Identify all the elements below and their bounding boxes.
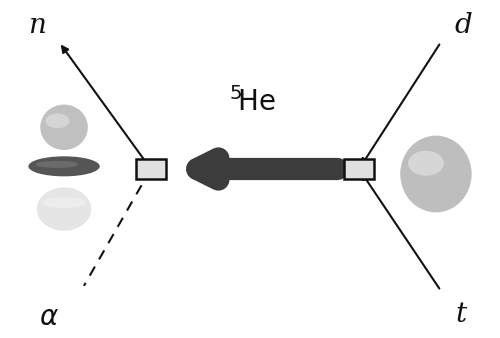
Text: d: d: [454, 12, 472, 39]
Ellipse shape: [400, 136, 471, 212]
Ellipse shape: [46, 114, 70, 128]
Text: $\alpha$: $\alpha$: [39, 304, 59, 331]
Text: n: n: [28, 12, 46, 39]
Ellipse shape: [42, 197, 86, 208]
Ellipse shape: [36, 161, 78, 168]
Text: t: t: [455, 301, 466, 328]
Ellipse shape: [37, 187, 92, 231]
Bar: [136, 159, 166, 179]
Bar: [344, 159, 374, 179]
Text: $^5\!\mathrm{He}$: $^5\!\mathrm{He}$: [229, 87, 276, 117]
Ellipse shape: [28, 156, 100, 176]
Ellipse shape: [40, 104, 88, 150]
Ellipse shape: [408, 151, 444, 176]
